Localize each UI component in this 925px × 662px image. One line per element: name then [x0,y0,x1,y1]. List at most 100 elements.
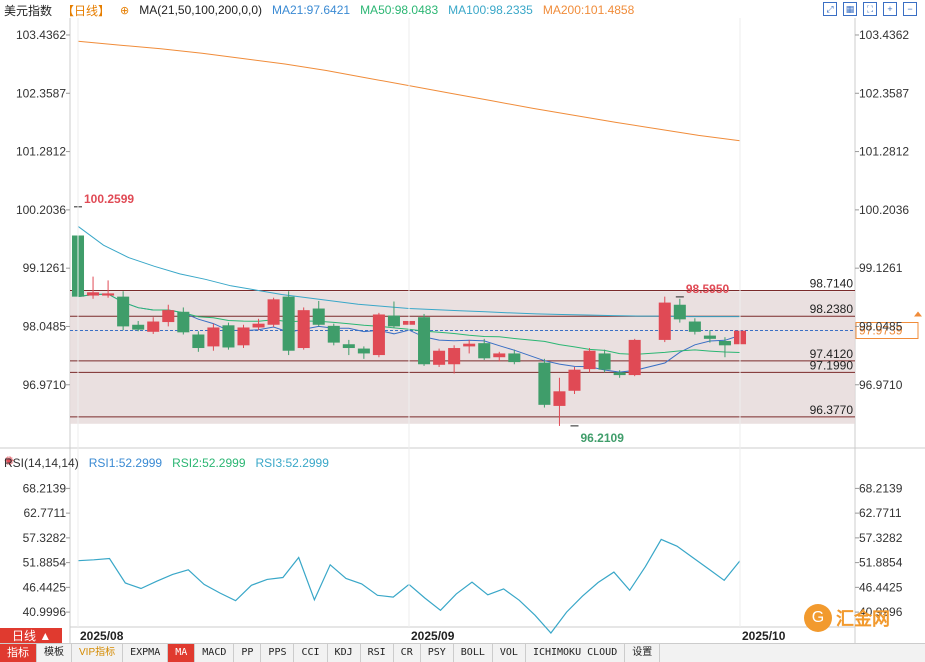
level-label: 96.3770 [810,403,854,417]
candle-body[interactable] [448,348,461,365]
toolbar-tab-4[interactable]: MA [168,644,196,662]
candle-body[interactable] [222,325,235,348]
candle-body[interactable] [117,296,130,327]
x-tick-label: 2025/09 [411,629,455,643]
toolbar-tab-6[interactable]: PP [234,644,262,662]
level-label: 98.7140 [810,276,854,290]
rsi-header: RSI(14,14,14) RSI1:52.2999 RSI2:52.2999 … [4,455,329,471]
toolbar-tab-16[interactable]: 设置 [625,644,661,662]
toolbar-tab-3[interactable]: EXPMA [123,644,169,662]
y-tick-label-right: 99.1261 [859,261,903,275]
candle-body[interactable] [372,314,385,356]
candle-body[interactable] [658,302,671,340]
candle-body[interactable] [493,353,506,358]
toolbar-tab-9[interactable]: KDJ [328,644,361,662]
rsi-tick-label-right: 51.8854 [859,556,903,570]
rsi-params[interactable]: RSI(14,14,14) [4,456,79,470]
candle-body[interactable] [177,311,190,333]
candle-body[interactable] [688,321,701,332]
candle-body[interactable] [207,327,220,347]
y-tick-label-right: 98.0485 [859,319,903,333]
candle-body[interactable] [553,391,566,406]
candle-body[interactable] [267,299,280,325]
toolbar-tab-2[interactable]: VIP指标 [72,644,124,662]
level-label: 98.2380 [810,302,854,316]
fullscreen-icon[interactable]: ⛶ [863,2,877,16]
candle-body[interactable] [312,308,325,325]
candle-body[interactable] [538,362,551,405]
logo: G 汇金网 [804,604,890,632]
ma-params[interactable]: MA(21,50,100,200,0,0) [139,3,262,17]
grid-icon[interactable]: ▦ [843,2,857,16]
y-tick-label-right: 103.4362 [859,28,909,42]
candle-body[interactable] [478,343,491,359]
candle-body[interactable] [102,293,115,296]
extreme-label: 100.2599 [84,192,134,206]
plus-icon[interactable]: + [883,2,897,16]
timeframe-button[interactable]: 日线 ▲ [0,628,62,644]
candle-body[interactable] [132,324,145,330]
window-controls: ⤢ ▦ ⛶ + − [823,2,917,16]
candle-body[interactable] [162,310,175,323]
toolbar-tab-8[interactable]: CCI [294,644,328,662]
rsi-sun-icon: ✺ [4,454,14,468]
toolbar-tab-12[interactable]: PSY [421,644,454,662]
candle-body[interactable] [703,335,716,339]
candle-body[interactable] [568,369,581,391]
candle-body[interactable] [613,372,626,376]
candle-body[interactable] [418,317,431,365]
toolbar-tab-0[interactable]: 指标 [0,644,37,662]
chart-header: 美元指数 【日线】 ⊕ MA(21,50,100,200,0,0) MA21:9… [4,0,634,20]
ma200-value: MA200:101.4858 [542,3,635,17]
x-tick-label: 2025/10 [742,629,786,643]
candle-body[interactable] [628,339,641,376]
timeframe-tag[interactable]: 【日线】 [62,3,111,18]
toolbar-tab-14[interactable]: VOL [493,644,526,662]
candle-body[interactable] [342,344,355,349]
level-label: 97.4120 [810,347,854,361]
candle-body[interactable] [237,327,250,346]
toolbar-tab-7[interactable]: PPS [261,644,295,662]
toolbar-tab-1[interactable]: 模板 [37,644,72,662]
candle-body[interactable] [718,340,731,346]
rsi-tick-label-right: 46.4425 [859,580,903,594]
candle-body[interactable] [508,353,521,363]
candle-body[interactable] [297,310,310,349]
x-tick-label: 2025/08 [80,629,124,643]
candle-body[interactable] [192,334,205,349]
rsi-tick-label-left: 51.8854 [23,556,67,570]
candle-body[interactable] [583,350,596,370]
candle-body[interactable] [282,296,295,351]
candle-body[interactable] [327,325,340,343]
candle-body[interactable] [463,343,476,347]
candle-body[interactable] [433,350,446,365]
rsi-tick-label-left: 57.3282 [23,531,67,545]
candle-body[interactable] [147,321,160,332]
chart-title: 美元指数 [4,3,53,18]
candle-body[interactable] [252,323,265,328]
toolbar-tab-10[interactable]: RSI [361,644,394,662]
expand-icon[interactable]: ⤢ [823,2,837,16]
candle-body[interactable] [673,304,686,320]
candle-body[interactable] [357,348,370,354]
minus-icon[interactable]: − [903,2,917,16]
indicator-toolbar: 指标 模板 VIP指标 EXPMA MA MACD PP PPS CCI KDJ RSI CR PSY B… [0,643,925,662]
toolbar-tab-5[interactable]: MACD [195,644,235,662]
ma21-value: MA21:97.6421 [272,3,351,17]
toolbar-tab-13[interactable]: BOLL [454,644,493,662]
candle-body[interactable] [87,292,100,296]
range-zone [70,291,855,424]
toolbar-tab-15[interactable]: ICHIMOKU CLOUD [526,644,626,662]
rsi-tick-label-right: 40.9996 [859,605,903,619]
y-tick-label-right: 96.9710 [859,378,903,392]
rsi-tick-label-left: 62.7711 [24,506,67,520]
toolbar-tab-11[interactable]: CR [394,644,421,662]
y-tick-label-right: 102.3587 [859,86,909,100]
settings-gear-icon[interactable]: ⊕ [120,4,130,17]
candle-body[interactable] [387,315,400,327]
rsi-tick-label-right: 57.3282 [859,531,903,545]
candle-body[interactable] [598,353,611,370]
extreme-label: 96.2109 [581,431,625,445]
level-label: 97.1990 [810,358,854,372]
